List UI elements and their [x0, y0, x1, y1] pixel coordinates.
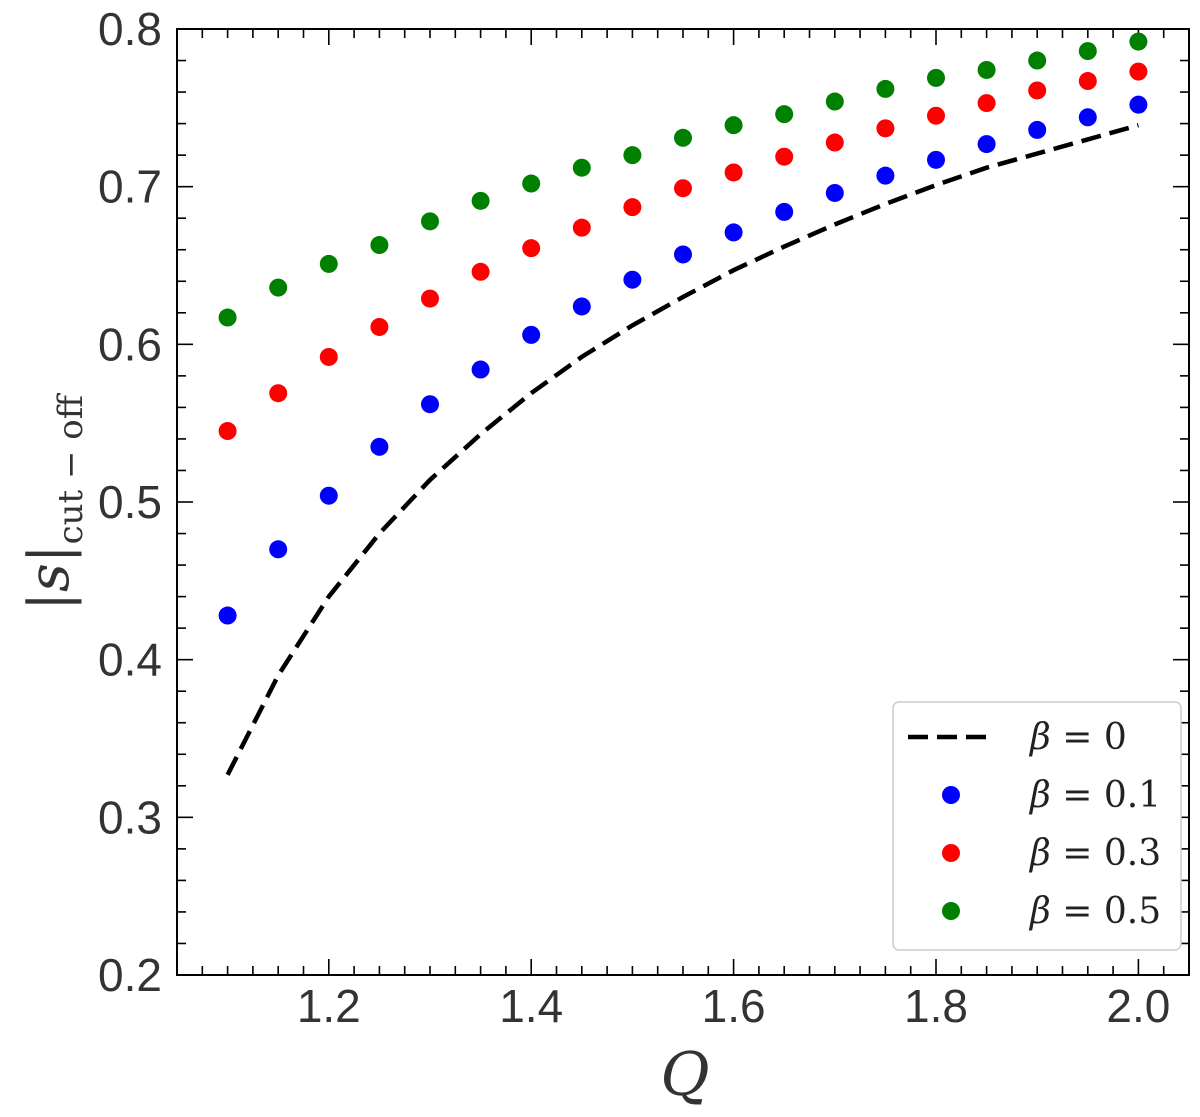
data-point [218, 422, 237, 441]
data-point [370, 437, 389, 456]
data-point [1028, 120, 1047, 139]
data-point [927, 106, 945, 125]
data-point [572, 218, 591, 237]
data-point [623, 146, 642, 165]
data-point [674, 128, 692, 147]
data-point [977, 135, 996, 154]
y-tick-label: 0.5 [98, 476, 162, 528]
data-point [471, 262, 490, 281]
data-point [471, 191, 490, 210]
plot-series [218, 32, 1148, 776]
x-axis-label: Q [660, 1040, 709, 1110]
data-point [522, 239, 541, 258]
data-point [977, 60, 996, 79]
y-tick-label: 0.8 [98, 3, 162, 55]
x-tick-label: 1.6 [702, 980, 766, 1032]
x-tick-label: 2.0 [1106, 980, 1170, 1032]
legend-entries: β = 0 β = 0.1 β = 0.3 β = 0.5 [908, 717, 1161, 932]
data-point [927, 68, 945, 87]
series-line-beta-0 [225, 123, 1140, 776]
legend: β = 0 β = 0.1 β = 0.3 β = 0.5 [892, 701, 1182, 951]
data-point [623, 270, 642, 289]
data-point [572, 297, 591, 316]
y-axis-label-main: |s| [17, 544, 82, 610]
data-point [522, 174, 541, 193]
legend-label: β = 0 [1028, 717, 1127, 758]
y-axis-label: |s|cut − off [17, 392, 91, 611]
data-point [319, 254, 338, 273]
data-point [522, 325, 541, 344]
y-tick-label: 0.6 [98, 318, 162, 370]
x-tick-label: 1.4 [499, 980, 563, 1032]
data-point [1078, 108, 1097, 127]
data-point [775, 105, 794, 124]
x-tick-label: 1.8 [904, 980, 968, 1032]
data-point [218, 606, 237, 625]
data-point [724, 223, 743, 242]
data-point [724, 163, 743, 182]
legend-handle-dot [942, 902, 960, 920]
axis-ticks [176, 28, 1190, 976]
legend-label: β = 0.5 [1028, 891, 1161, 932]
axis-tick-labels: 1.2 1.4 1.6 1.8 2.0 0.2 0.3 0.4 0.5 0.6 0.7 0.8 [98, 3, 1170, 1032]
data-point [1078, 72, 1097, 91]
data-point [825, 183, 844, 202]
y-tick-label: 0.3 [98, 791, 162, 843]
data-point [471, 360, 490, 379]
y-tick-label: 0.4 [98, 634, 162, 686]
y-tick-label: 0.7 [98, 161, 162, 213]
data-point [927, 150, 945, 169]
data-point [825, 133, 844, 152]
data-point [218, 308, 237, 327]
data-point [572, 158, 591, 177]
data-point [674, 179, 692, 198]
data-point [269, 384, 288, 403]
y-axis-label-sub: cut − off [51, 392, 91, 544]
data-point [775, 147, 794, 166]
data-point [269, 278, 288, 297]
data-point [876, 119, 895, 138]
data-point [977, 94, 996, 113]
data-point [623, 198, 642, 217]
data-point [269, 540, 288, 559]
data-point [724, 116, 743, 135]
data-point [421, 212, 439, 231]
data-point [825, 92, 844, 111]
data-point [876, 166, 895, 185]
legend-label: β = 0.3 [1028, 833, 1161, 874]
data-point [1129, 95, 1148, 114]
data-point [876, 79, 895, 98]
legend-label: β = 0.1 [1028, 775, 1161, 816]
data-point [1028, 81, 1047, 100]
data-point [1078, 42, 1097, 61]
data-point [421, 289, 439, 308]
data-point [1028, 51, 1047, 70]
legend-box [892, 701, 1182, 951]
y-tick-label: 0.2 [98, 949, 162, 1001]
data-point [1129, 32, 1148, 51]
data-point [370, 236, 389, 255]
data-point [370, 317, 389, 336]
data-point [421, 395, 439, 414]
data-point [319, 347, 338, 366]
legend-handle-dot [942, 786, 960, 804]
data-point [775, 202, 794, 221]
data-point [1129, 62, 1148, 81]
x-tick-label: 1.2 [297, 980, 361, 1032]
data-point [674, 245, 692, 264]
data-point [319, 486, 338, 505]
legend-handle-dot [942, 844, 960, 862]
